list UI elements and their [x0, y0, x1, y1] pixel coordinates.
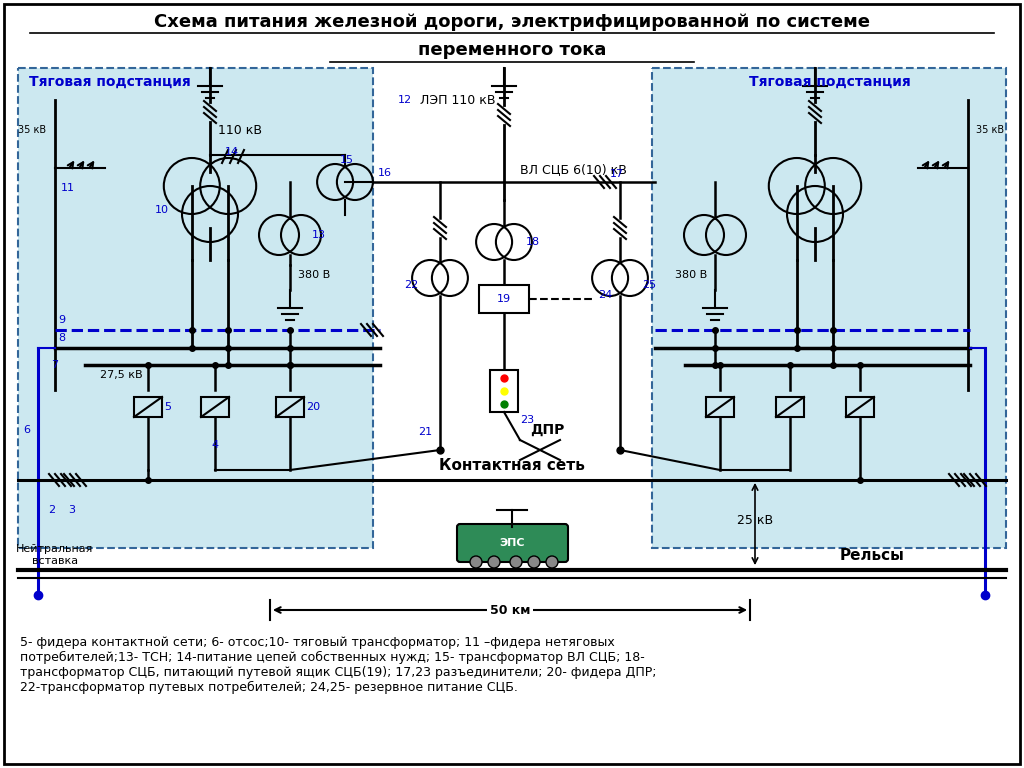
Text: Нейтральная
вставка: Нейтральная вставка [16, 545, 93, 566]
Bar [201, 397, 229, 417]
Text: 8: 8 [58, 333, 66, 343]
Bar [776, 397, 804, 417]
Text: Контактная сеть: Контактная сеть [439, 458, 585, 474]
Text: 3: 3 [68, 505, 75, 515]
Text: 7: 7 [51, 360, 58, 370]
Text: 13: 13 [312, 230, 326, 240]
Text: 25 кВ: 25 кВ [737, 514, 773, 527]
Text: Рельсы: Рельсы [840, 548, 905, 562]
Text: Тяговая подстанция: Тяговая подстанция [29, 75, 190, 89]
Circle shape [470, 556, 482, 568]
Text: 12: 12 [398, 95, 412, 105]
Bar [134, 397, 162, 417]
Circle shape [546, 556, 558, 568]
FancyBboxPatch shape [652, 68, 1006, 548]
Text: 380 В: 380 В [298, 270, 331, 280]
Text: 10: 10 [155, 205, 169, 215]
Bar [490, 370, 518, 412]
Text: 35 кВ: 35 кВ [976, 125, 1005, 135]
Text: 15: 15 [340, 155, 354, 165]
Text: 11: 11 [61, 183, 75, 193]
Text: ДПР: ДПР [530, 423, 564, 437]
Text: 50 км: 50 км [489, 604, 530, 617]
Text: 21: 21 [418, 427, 432, 437]
Text: 110 кВ: 110 кВ [218, 124, 262, 137]
Text: ЛЭП 110 кВ: ЛЭП 110 кВ [420, 94, 496, 107]
Bar [846, 397, 874, 417]
Circle shape [528, 556, 540, 568]
Text: Тяговая подстанция: Тяговая подстанция [750, 75, 911, 89]
Text: 5: 5 [164, 402, 171, 412]
Text: 18: 18 [526, 237, 540, 247]
Text: 20: 20 [306, 402, 321, 412]
Circle shape [510, 556, 522, 568]
Text: 2: 2 [48, 505, 55, 515]
Text: 17: 17 [610, 169, 624, 179]
Text: 9: 9 [58, 315, 66, 325]
Bar [276, 397, 304, 417]
Text: 380 В: 380 В [675, 270, 707, 280]
FancyBboxPatch shape [18, 68, 373, 548]
Bar [479, 285, 529, 313]
Text: 27,5 кВ: 27,5 кВ [100, 370, 142, 380]
Text: 6: 6 [23, 425, 30, 435]
Text: 22: 22 [403, 280, 418, 290]
Text: ЭПС: ЭПС [500, 538, 524, 548]
Text: 14: 14 [225, 147, 240, 157]
Text: переменного тока: переменного тока [418, 41, 606, 59]
Text: 23: 23 [520, 415, 535, 425]
Text: 19: 19 [497, 294, 511, 304]
Circle shape [488, 556, 500, 568]
FancyBboxPatch shape [457, 524, 568, 562]
Text: 5- фидера контактной сети; 6- отсос;10- тяговый трансформатор; 11 –фидера нетяго: 5- фидера контактной сети; 6- отсос;10- … [20, 636, 656, 694]
Text: 24: 24 [598, 290, 612, 300]
Bar [706, 397, 734, 417]
Text: 4: 4 [211, 440, 218, 450]
Text: 25: 25 [642, 280, 656, 290]
Text: Схема питания железной дороги, электрифицированной по системе: Схема питания железной дороги, электрифи… [154, 13, 870, 31]
Text: 35 кВ: 35 кВ [18, 125, 46, 135]
Text: 16: 16 [378, 168, 392, 178]
Text: ВЛ СЦБ 6(10) кВ: ВЛ СЦБ 6(10) кВ [520, 164, 627, 177]
